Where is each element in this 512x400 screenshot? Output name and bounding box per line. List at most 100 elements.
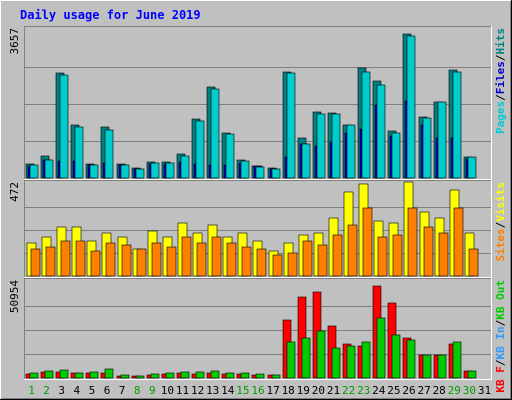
- legend-entry: Visits: [494, 182, 507, 222]
- legend-entry: KB F: [494, 366, 507, 393]
- bar-kb-out-day-1: [29, 372, 39, 379]
- bar-sites-day-23: [362, 207, 373, 277]
- x-tick-label: 23: [357, 384, 370, 397]
- bar-sites-day-25: [392, 234, 403, 277]
- bar-kb-out-day-25: [391, 334, 401, 379]
- bar-pages-day-7: [120, 164, 130, 179]
- panel-visits-sites: 472 Sites/Visits: [8, 180, 507, 278]
- x-tick-label: 6: [104, 384, 111, 397]
- x-tick-label: 16: [251, 384, 264, 397]
- bar-pages-day-18: [286, 72, 296, 179]
- bar-sites-day-7: [121, 244, 132, 277]
- bar-sites-day-15: [241, 246, 252, 277]
- bar-kb-out-day-29: [452, 341, 462, 379]
- bar-kb-out-day-22: [346, 345, 356, 379]
- bar-kb-out-day-28: [437, 354, 447, 379]
- bar-pages-day-30: [467, 156, 477, 179]
- bar-pages-day-20: [316, 113, 326, 179]
- bar-kb-out-day-5: [89, 371, 99, 379]
- legend-entry: Pages: [494, 101, 507, 134]
- x-tick-label: 5: [89, 384, 96, 397]
- bar-pages-day-14: [225, 133, 235, 179]
- bar-kb-out-day-4: [74, 372, 84, 379]
- bar-kb-out-day-20: [316, 330, 326, 379]
- x-tick-label: 26: [402, 384, 415, 397]
- bar-sites-day-9: [151, 242, 162, 277]
- legend-entry: /: [494, 221, 507, 228]
- bar-pages-day-4: [74, 126, 84, 179]
- y-max-label: 50954: [8, 280, 21, 313]
- x-tick-label: 17: [266, 384, 279, 397]
- bar-sites-day-6: [105, 242, 116, 277]
- bar-pages-day-28: [437, 101, 447, 179]
- bar-sites-day-26: [407, 207, 418, 277]
- bar-kb-out-day-9: [150, 373, 160, 379]
- x-tick-label: 9: [149, 384, 156, 397]
- bar-pages-day-11: [180, 155, 190, 179]
- bar-pages-day-24: [376, 84, 386, 179]
- x-tick-label: 25: [387, 384, 400, 397]
- legend-entry: Sites: [494, 228, 507, 261]
- legend-entry: /: [494, 94, 507, 101]
- bar-sites-day-3: [60, 240, 71, 277]
- bar-kb-out-day-30: [467, 370, 477, 379]
- bar-pages-day-17: [271, 168, 281, 179]
- bar-sites-day-16: [256, 248, 267, 277]
- bar-kb-out-day-6: [104, 368, 114, 379]
- x-tick-label: 27: [417, 384, 430, 397]
- legend-hits-files-pages: Pages/Files/Hits: [494, 28, 507, 134]
- x-tick-label: 11: [176, 384, 189, 397]
- x-tick-label: 1: [28, 384, 35, 397]
- bar-pages-day-13: [210, 88, 220, 179]
- bar-kb-out-day-17: [271, 374, 281, 379]
- bar-sites-day-14: [226, 242, 237, 277]
- bar-kb-out-day-16: [255, 373, 265, 379]
- legend-visits-sites: Sites/Visits: [494, 182, 507, 262]
- bar-sites-day-30: [468, 248, 479, 277]
- chart-title: Daily usage for June 2019: [20, 8, 201, 22]
- x-tick-label: 12: [191, 384, 204, 397]
- bar-sites-day-22: [347, 224, 358, 277]
- bar-sites-day-12: [196, 242, 207, 277]
- chart-panels: 3657Pages/Files/Hits472Sites/Visits50954…: [8, 26, 507, 393]
- bar-kb-out-day-13: [210, 370, 220, 379]
- bar-pages-day-27: [422, 117, 432, 179]
- x-tick-label: 21: [327, 384, 340, 397]
- bar-pages-day-21: [331, 113, 341, 179]
- bar-sites-day-2: [45, 246, 56, 277]
- x-tick-label: 13: [206, 384, 219, 397]
- bar-pages-day-15: [240, 160, 250, 179]
- bar-kb-out-day-26: [406, 339, 416, 379]
- legend-entry: /: [494, 359, 507, 366]
- x-tick-label: 28: [433, 384, 446, 397]
- bar-sites-day-27: [423, 226, 434, 277]
- bar-sites-day-5: [90, 250, 101, 277]
- bar-pages-day-25: [391, 132, 401, 179]
- bar-pages-day-16: [255, 166, 265, 179]
- bar-pages-day-22: [346, 124, 356, 179]
- bar-sites-day-17: [272, 254, 283, 277]
- legend-entry: KB Out: [494, 280, 507, 320]
- bar-pages-day-3: [59, 74, 69, 179]
- x-tick-label: 18: [282, 384, 295, 397]
- bar-pages-day-10: [165, 162, 175, 179]
- legend-entry: /: [494, 54, 507, 61]
- x-tick-label: 4: [73, 384, 80, 397]
- bar-pages-day-26: [406, 35, 416, 179]
- bar-sites-day-28: [438, 232, 449, 277]
- bar-pages-day-9: [150, 162, 160, 179]
- bar-pages-day-12: [195, 120, 205, 179]
- bar-kb-out-day-27: [422, 354, 432, 379]
- legend-kbytes: KB F/KB In/KB Out: [494, 280, 507, 393]
- bar-sites-day-24: [377, 236, 388, 277]
- bar-kb-out-day-19: [301, 337, 311, 379]
- bar-sites-day-1: [30, 248, 41, 277]
- x-tick-label: 30: [463, 384, 476, 397]
- bar-kb-out-day-18: [286, 341, 296, 379]
- bar-pages-day-23: [361, 71, 371, 179]
- x-tick-label: 22: [342, 384, 355, 397]
- x-tick-label: 15: [236, 384, 249, 397]
- y-max-label: 472: [8, 182, 21, 202]
